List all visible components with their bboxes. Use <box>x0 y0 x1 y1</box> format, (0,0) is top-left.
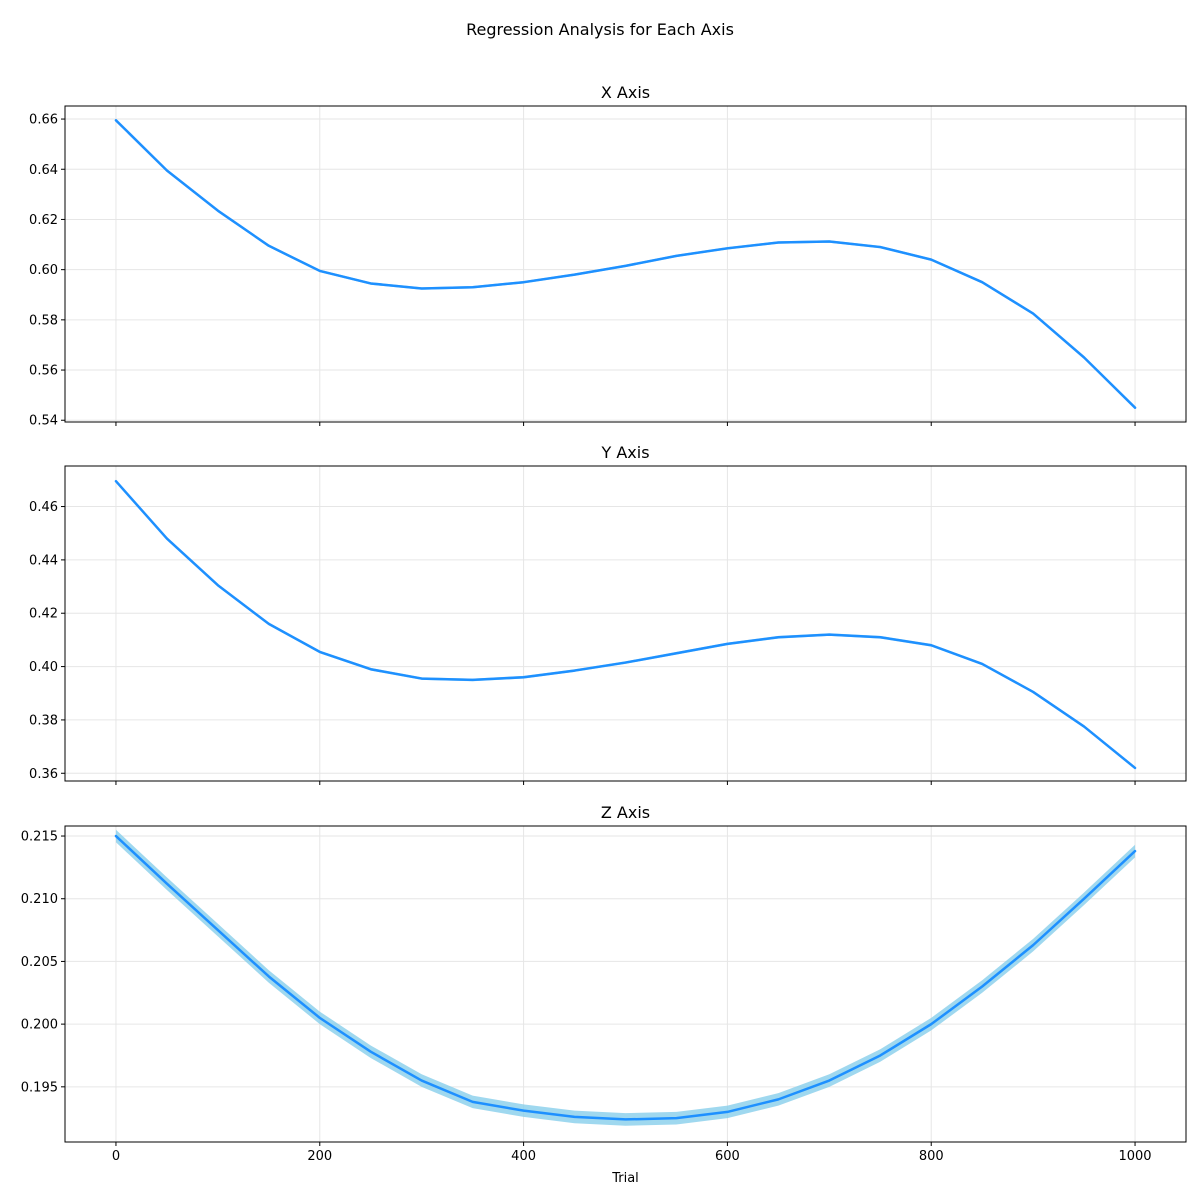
x-tick-label: 600 <box>715 1149 740 1164</box>
x-tick-label: 0 <box>112 1149 120 1164</box>
subplot-title: Z Axis <box>601 803 650 822</box>
confidence-band <box>115 119 1136 409</box>
y-tick-label: 0.44 <box>29 553 58 568</box>
plot-frame <box>64 465 1187 782</box>
y-tick-label: 0.60 <box>29 263 58 278</box>
x-axis-label: Trial <box>611 1171 639 1186</box>
plot-frame <box>64 105 1187 423</box>
subplot-title: Y Axis <box>600 443 649 462</box>
regression-line <box>114 119 1137 409</box>
y-tick-label: 0.195 <box>21 1080 58 1095</box>
y-tick-label: 0.66 <box>29 113 58 128</box>
x-tick-label: 200 <box>307 1149 332 1164</box>
x-tick-label: 1000 <box>1118 1149 1151 1164</box>
y-tick-label: 0.58 <box>29 313 58 328</box>
x-tick-label: 400 <box>511 1149 536 1164</box>
y-tick-label: 0.46 <box>29 500 58 515</box>
y-tick-label: 0.42 <box>29 607 58 622</box>
y-tick-label: 0.215 <box>21 830 58 845</box>
y-tick-label: 0.38 <box>29 713 58 728</box>
y-tick-label: 0.200 <box>21 1018 58 1033</box>
subplot-title: X Axis <box>601 83 650 102</box>
y-tick-label: 0.54 <box>29 414 58 429</box>
y-tick-label: 0.64 <box>29 163 58 178</box>
figure-title: Regression Analysis for Each Axis <box>466 20 734 39</box>
y-tick-label: 0.205 <box>21 955 58 970</box>
subplot-z-axis: 0 200 400 600 800 1000 0.195 0.200 0.205 0.210 0.2… <box>21 803 1187 1186</box>
x-tick-label: 800 <box>919 1149 944 1164</box>
y-tick-label: 0.62 <box>29 213 58 228</box>
plot-frame <box>64 825 1187 1143</box>
subplot-x-axis: 0.54 0.56 0.58 0.60 0.62 0.64 0.66 X Axis <box>29 83 1187 429</box>
y-tick-label: 0.36 <box>29 767 58 782</box>
y-tick-label: 0.210 <box>21 892 58 907</box>
y-tick-label: 0.40 <box>29 660 58 675</box>
y-tick-label: 0.56 <box>29 364 58 379</box>
regression-line <box>114 834 1137 1121</box>
regression-line <box>114 479 1137 770</box>
subplot-y-axis: 0.36 0.38 0.40 0.42 0.44 0.46 Y Axis <box>29 443 1187 785</box>
